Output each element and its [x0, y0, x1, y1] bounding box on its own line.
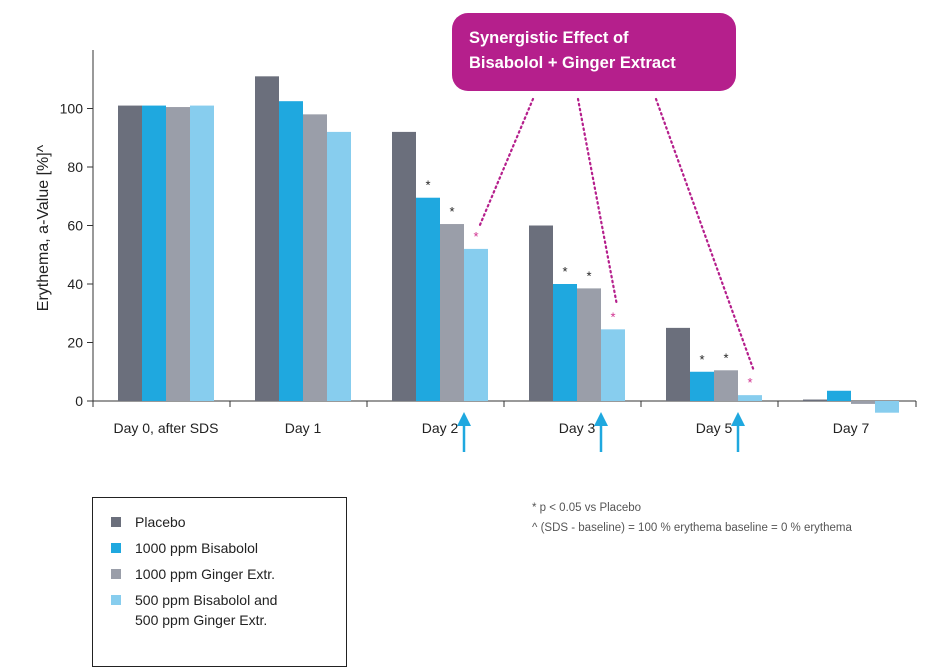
y-axis-label: Erythema, a-Value [%]^	[35, 144, 52, 311]
x-tick-label: Day 1	[285, 420, 322, 436]
significance-marker: *	[449, 204, 454, 219]
bar	[416, 197, 440, 401]
bar	[142, 105, 166, 401]
y-tick-label: 100	[60, 101, 84, 117]
arrow-head	[457, 412, 471, 426]
synergy-callout: Synergistic Effect of Bisabolol + Ginger…	[452, 13, 736, 91]
bar	[255, 76, 279, 401]
significance-marker: *	[473, 229, 478, 244]
y-tick-label: 0	[75, 393, 83, 409]
x-tick-label: Day 3	[559, 420, 596, 436]
legend-item-combination: 500 ppm Bisabolol and 500 ppm Ginger Ext…	[111, 590, 346, 630]
legend-item-bisabolol: 1000 ppm Bisabolol	[111, 538, 346, 558]
bar	[279, 101, 303, 401]
significance-marker: *	[723, 350, 728, 365]
x-tick-label: Day 5	[696, 420, 733, 436]
footnotes: * p < 0.05 vs Placebo ^ (SDS - baseline)…	[532, 498, 852, 538]
bar	[190, 105, 214, 401]
bar	[529, 225, 553, 401]
callout-connector	[478, 97, 535, 226]
bar	[851, 401, 875, 404]
legend-label: 1000 ppm Ginger Extr.	[135, 566, 276, 582]
significance-marker: *	[699, 352, 704, 367]
bar	[577, 288, 601, 401]
x-tick-label: Day 2	[422, 420, 459, 436]
x-tick-label: Day 0, after SDS	[113, 420, 218, 436]
y-tick-label: 80	[67, 159, 83, 175]
legend-label: 1000 ppm Bisabolol	[135, 540, 258, 556]
arrow-head	[731, 412, 745, 426]
bar	[440, 224, 464, 401]
y-tick-label: 60	[67, 218, 83, 234]
x-tick-label: Day 7	[833, 420, 870, 436]
legend-item-placebo: Placebo	[111, 512, 346, 532]
callout-connector	[654, 97, 756, 373]
bar	[327, 131, 351, 401]
arrow-head	[594, 412, 608, 426]
bar	[392, 131, 416, 401]
callout-line-1: Synergistic Effect of	[469, 29, 629, 47]
significance-marker: *	[586, 268, 591, 283]
bar	[118, 105, 142, 401]
bar	[601, 329, 625, 401]
legend-swatch-ginger	[111, 569, 121, 579]
y-tick-label: 40	[67, 276, 83, 292]
bar	[690, 371, 714, 401]
legend-swatch-placebo	[111, 517, 121, 527]
bar	[303, 114, 327, 401]
bar	[827, 390, 851, 401]
bar	[464, 248, 488, 401]
legend-label: Placebo	[135, 514, 186, 530]
legend-label: 500 ppm Bisabolol and 500 ppm Ginger Ext…	[135, 592, 278, 628]
footnote-baseline: ^ (SDS - baseline) = 100 % erythema base…	[532, 522, 852, 534]
chart-legend: Placebo 1000 ppm Bisabolol 1000 ppm Ging…	[92, 497, 347, 667]
callout-line-2: Bisabolol + Ginger Extract	[469, 54, 676, 72]
bar	[738, 395, 762, 401]
significance-marker: *	[562, 264, 567, 279]
legend-item-ginger: 1000 ppm Ginger Extr.	[111, 564, 346, 584]
legend-swatch-bisabolol	[111, 543, 121, 553]
bar	[666, 327, 690, 401]
legend-swatch-combination	[111, 595, 121, 605]
bar	[803, 399, 827, 402]
y-tick-label: 20	[67, 335, 83, 351]
significance-marker: *	[425, 178, 430, 193]
bar	[714, 370, 738, 401]
significance-marker: *	[610, 309, 615, 324]
bar	[166, 107, 190, 401]
bar	[875, 401, 899, 413]
significance-marker: *	[747, 375, 752, 390]
footnote-significance: * p < 0.05 vs Placebo	[532, 502, 642, 514]
callout-connector	[576, 97, 619, 307]
bar	[553, 284, 577, 401]
